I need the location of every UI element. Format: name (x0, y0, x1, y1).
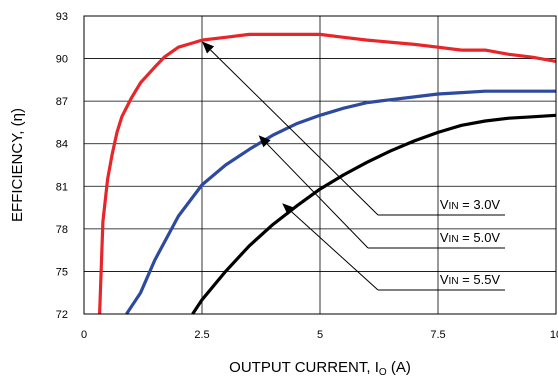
series-line-2 (125, 89, 556, 315)
annotation-label-1: VIN = 3.0V (440, 197, 501, 212)
x-tick-label: 5 (317, 329, 323, 341)
annotation-arrowhead (202, 41, 215, 54)
series-layer (98, 32, 557, 315)
x-tick-label: 2.5 (194, 329, 209, 341)
y-tick-label: 93 (56, 11, 68, 23)
annotation-label-2: VIN = 5.0V (440, 230, 501, 245)
tick-labels: 72 75 78 81 84 87 90 93 0 2.5 5 7.5 10 (56, 11, 558, 341)
annotation-arrow-line (266, 143, 369, 249)
plot-frame (83, 15, 557, 315)
y-axis-label: EFFICIENCY, (η) (9, 108, 26, 222)
y-tick-label: 84 (56, 139, 68, 151)
x-axis-label-suffix: (A) (387, 359, 411, 376)
series-line-3 (191, 113, 557, 315)
annotation-arrow-line (210, 49, 379, 216)
y-tick-label: 81 (56, 181, 68, 193)
annotations-layer: VIN = 3.0V VIN = 5.0V VIN = 5.5V (202, 41, 505, 291)
y-tick-label: 90 (56, 54, 68, 66)
x-tick-label: 10 (550, 329, 558, 341)
y-tick-label: 72 (56, 309, 68, 321)
x-axis-label: OUTPUT CURRENT, IO (A) (229, 359, 411, 378)
annotation-label-3: VIN = 5.5V (440, 272, 501, 287)
y-tick-label: 75 (56, 266, 68, 278)
annotation-arrow-line (290, 210, 379, 291)
grid (83, 15, 557, 315)
annotation-arrowhead (282, 203, 295, 216)
x-axis-label-main: OUTPUT CURRENT, I (229, 359, 379, 376)
y-tick-label: 87 (56, 96, 68, 108)
annotation-arrowhead (258, 135, 271, 148)
x-tick-label: 0 (81, 329, 87, 341)
series-line-1 (98, 32, 557, 315)
y-tick-label: 78 (56, 224, 68, 236)
x-axis-label-sub: O (379, 367, 387, 378)
x-tick-label: 7.5 (430, 329, 445, 341)
